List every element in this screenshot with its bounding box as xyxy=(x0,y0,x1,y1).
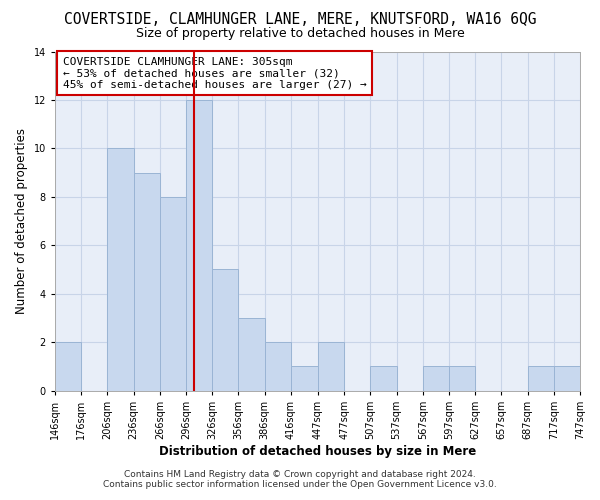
Bar xyxy=(107,148,134,390)
X-axis label: Distribution of detached houses by size in Mere: Distribution of detached houses by size … xyxy=(159,444,476,458)
Text: Size of property relative to detached houses in Mere: Size of property relative to detached ho… xyxy=(136,28,464,40)
Bar xyxy=(134,172,160,390)
Bar xyxy=(212,270,238,390)
Bar xyxy=(554,366,580,390)
Bar xyxy=(318,342,344,390)
Text: COVERTSIDE, CLAMHUNGER LANE, MERE, KNUTSFORD, WA16 6QG: COVERTSIDE, CLAMHUNGER LANE, MERE, KNUTS… xyxy=(64,12,536,28)
Bar xyxy=(449,366,475,390)
Bar xyxy=(265,342,291,390)
Bar xyxy=(370,366,397,390)
Text: Contains HM Land Registry data © Crown copyright and database right 2024.
Contai: Contains HM Land Registry data © Crown c… xyxy=(103,470,497,489)
Bar xyxy=(238,318,265,390)
Bar xyxy=(55,342,81,390)
Y-axis label: Number of detached properties: Number of detached properties xyxy=(15,128,28,314)
Bar xyxy=(527,366,554,390)
Bar xyxy=(291,366,318,390)
Bar xyxy=(186,100,212,390)
Bar xyxy=(160,197,186,390)
Bar xyxy=(423,366,449,390)
Text: COVERTSIDE CLAMHUNGER LANE: 305sqm
← 53% of detached houses are smaller (32)
45%: COVERTSIDE CLAMHUNGER LANE: 305sqm ← 53%… xyxy=(63,56,367,90)
